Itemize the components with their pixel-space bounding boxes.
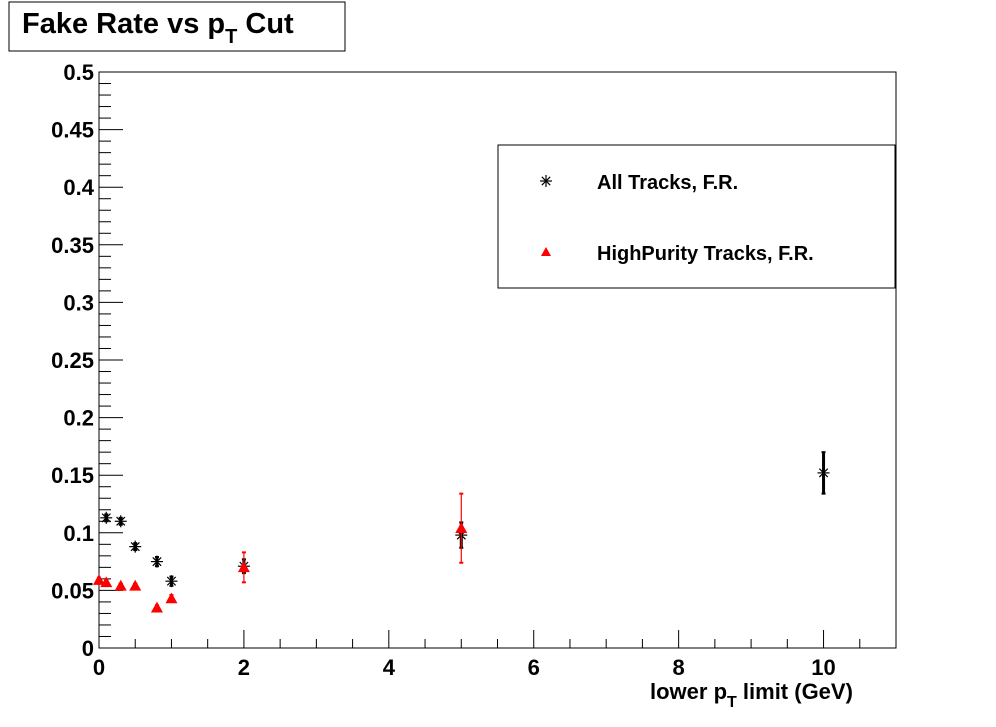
data-point [100,576,113,588]
data-point [237,551,250,584]
series-highpurity-tracks [93,492,468,613]
data-point [165,575,178,588]
x-tick-label: 10 [811,655,835,680]
y-tick-label: 0.3 [63,290,94,315]
triangle-marker [93,574,105,585]
triangle-marker [150,601,163,613]
star-stroke [152,556,162,567]
legend-entry: HighPurity Tracks, F.R. [541,243,814,265]
x-tick-label: 2 [238,655,250,680]
star-stroke [166,576,177,586]
star-stroke [101,513,111,523]
y-tick-label: 0.1 [63,521,94,546]
data-point [150,601,163,613]
triangle-marker [100,576,113,588]
y-tick-label: 0.35 [51,233,94,258]
x-tick-label: 0 [93,655,105,680]
chart-title: Fake Rate vs pT Cut [22,8,294,48]
star-stroke [116,516,126,526]
triangle-marker [165,592,178,604]
x-tick-label: 6 [528,655,540,680]
legend-entry: All Tracks, F.R. [540,172,738,194]
data-point [114,515,127,528]
star-stroke [818,468,829,478]
data-point [93,574,105,585]
y-tick-label: 0.05 [51,578,94,603]
y-tick-label: 0.45 [51,118,94,143]
data-point [114,579,127,591]
star-stroke [541,176,551,186]
data-point [455,492,468,564]
y-tick-label: 0.5 [63,60,94,85]
y-tick-label: 0 [82,636,94,661]
legend: All Tracks, F.R. HighPurity Tracks, F.R. [497,144,896,289]
y-tick-label: 0.2 [63,406,94,431]
chart-title-box: Fake Rate vs pT Cut [8,1,346,52]
y-tick-label: 0.4 [63,175,94,200]
x-tick-label: 4 [383,655,396,680]
triangle-marker [129,579,142,591]
x-tick-label: 8 [673,655,685,680]
data-point [129,540,142,553]
data-point [100,511,113,524]
y-tick-label: 0.15 [51,463,94,488]
star-stroke [130,541,140,552]
data-point [165,592,178,604]
series-all-tracks [100,451,830,588]
triangle-marker [541,247,551,256]
data-point [150,555,163,568]
x-axis-label: lower pT limit (GeV) [650,679,853,711]
triangle-marker [114,579,127,591]
triangle-marker [237,561,250,573]
triangle-marker [455,522,468,533]
y-tick-label: 0.25 [51,348,94,373]
data-point [817,451,830,495]
legend-label: HighPurity Tracks, F.R. [597,243,814,265]
data-point [129,579,142,591]
legend-label: All Tracks, F.R. [597,172,738,194]
